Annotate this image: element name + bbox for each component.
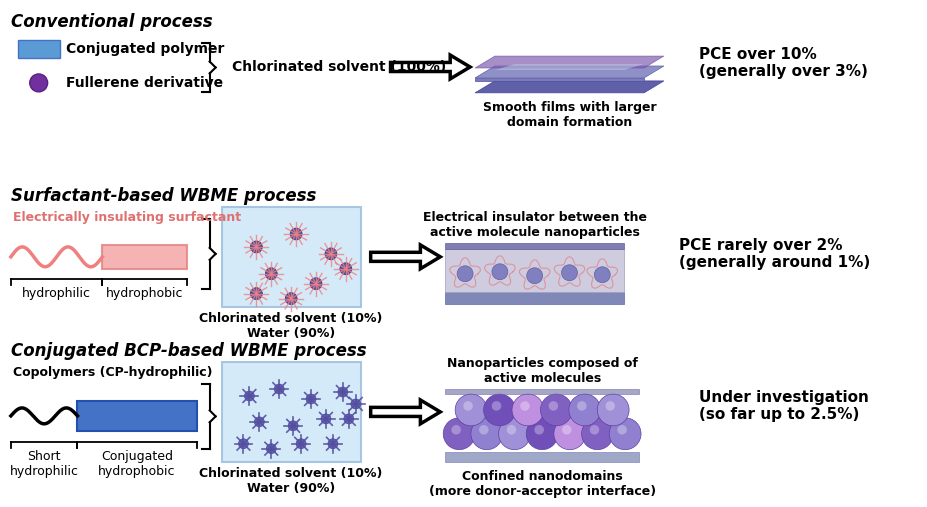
Ellipse shape [484, 394, 515, 426]
Text: Short
hydrophilic: Short hydrophilic [9, 450, 79, 478]
Ellipse shape [609, 418, 641, 450]
Ellipse shape [507, 425, 516, 434]
Bar [445, 249, 624, 292]
Polygon shape [495, 64, 644, 70]
Text: Conventional process: Conventional process [11, 13, 212, 31]
Ellipse shape [562, 265, 578, 281]
Text: Nanoparticles composed of
active molecules: Nanoparticles composed of active molecul… [447, 357, 638, 385]
Ellipse shape [250, 287, 262, 300]
Text: Surfactant-based WBME process: Surfactant-based WBME process [11, 187, 316, 205]
Ellipse shape [527, 268, 542, 284]
Ellipse shape [594, 267, 610, 283]
Ellipse shape [562, 425, 572, 434]
Ellipse shape [457, 266, 473, 282]
Text: Fullerene derivative: Fullerene derivative [66, 76, 222, 90]
Ellipse shape [534, 425, 544, 434]
Text: Chlorinated solvent (10%)
Water (90%): Chlorinated solvent (10%) Water (90%) [199, 311, 383, 340]
Ellipse shape [325, 248, 337, 260]
Bar [445, 292, 624, 304]
Bar [445, 243, 624, 249]
Text: PCE rarely over 2%
(generally around 1%): PCE rarely over 2% (generally around 1%) [679, 238, 870, 270]
Bar [445, 389, 639, 394]
Ellipse shape [577, 401, 587, 411]
Text: Electrically insulating surfactant: Electrically insulating surfactant [13, 211, 241, 224]
Bar [102, 245, 187, 269]
Ellipse shape [617, 425, 627, 434]
Text: Conjugated
hydrophobic: Conjugated hydrophobic [98, 450, 176, 478]
Polygon shape [475, 78, 644, 81]
Ellipse shape [455, 394, 487, 426]
Ellipse shape [540, 394, 572, 426]
Polygon shape [371, 400, 440, 424]
Ellipse shape [274, 384, 285, 394]
Ellipse shape [30, 74, 47, 92]
Ellipse shape [464, 401, 473, 411]
Polygon shape [475, 81, 664, 93]
Ellipse shape [254, 417, 264, 427]
Text: Chlorinated solvent (10%)
Water (90%): Chlorinated solvent (10%) Water (90%) [199, 466, 383, 494]
Bar [445, 452, 639, 461]
Text: PCE over 10%
(generally over 3%): PCE over 10% (generally over 3%) [699, 47, 868, 79]
Text: Conjugated BCP-based WBME process: Conjugated BCP-based WBME process [11, 342, 366, 360]
Ellipse shape [296, 439, 306, 449]
Ellipse shape [290, 228, 302, 240]
Ellipse shape [337, 387, 348, 397]
Ellipse shape [471, 418, 502, 450]
Text: Copolymers (CP-hydrophilic): Copolymers (CP-hydrophilic) [13, 366, 212, 379]
Ellipse shape [581, 418, 614, 450]
Ellipse shape [350, 399, 361, 409]
Bar [78, 401, 197, 431]
Ellipse shape [512, 394, 544, 426]
Polygon shape [475, 56, 664, 68]
Text: Under investigation
(so far up to 2.5%): Under investigation (so far up to 2.5%) [699, 390, 869, 422]
Text: Chlorinated solvent (100%): Chlorinated solvent (100%) [232, 60, 446, 74]
Polygon shape [390, 55, 470, 79]
Ellipse shape [238, 439, 248, 449]
Ellipse shape [286, 293, 298, 305]
Ellipse shape [492, 264, 508, 280]
Ellipse shape [321, 414, 331, 424]
Bar [18, 40, 59, 58]
Ellipse shape [491, 401, 502, 411]
Text: hydrophilic: hydrophilic [22, 286, 91, 300]
Ellipse shape [479, 425, 489, 434]
Ellipse shape [554, 418, 586, 450]
Ellipse shape [499, 418, 530, 450]
Bar [222, 362, 361, 461]
Ellipse shape [549, 401, 558, 411]
Ellipse shape [328, 439, 337, 449]
Text: Electrical insulator between the
active molecule nanoparticles: Electrical insulator between the active … [423, 211, 647, 239]
Text: Conjugated polymer: Conjugated polymer [66, 42, 224, 56]
Ellipse shape [344, 414, 354, 424]
Text: Smooth films with larger
domain formation: Smooth films with larger domain formatio… [483, 101, 656, 129]
Ellipse shape [590, 425, 599, 434]
Ellipse shape [288, 421, 298, 431]
Ellipse shape [597, 394, 629, 426]
Ellipse shape [605, 401, 615, 411]
Polygon shape [475, 66, 664, 78]
Ellipse shape [340, 263, 351, 275]
Ellipse shape [250, 241, 262, 253]
Bar [222, 207, 361, 307]
Ellipse shape [527, 418, 558, 450]
Ellipse shape [443, 418, 475, 450]
Text: hydrophobic: hydrophobic [106, 286, 184, 300]
Ellipse shape [520, 401, 529, 411]
Ellipse shape [265, 268, 277, 280]
Polygon shape [371, 245, 440, 269]
Ellipse shape [569, 394, 601, 426]
Text: Confined nanodomains
(more donor-acceptor interface): Confined nanodomains (more donor-accepto… [428, 469, 655, 497]
Ellipse shape [245, 391, 254, 401]
Ellipse shape [306, 394, 316, 404]
Ellipse shape [451, 425, 461, 434]
Ellipse shape [310, 278, 322, 289]
Ellipse shape [266, 444, 276, 454]
